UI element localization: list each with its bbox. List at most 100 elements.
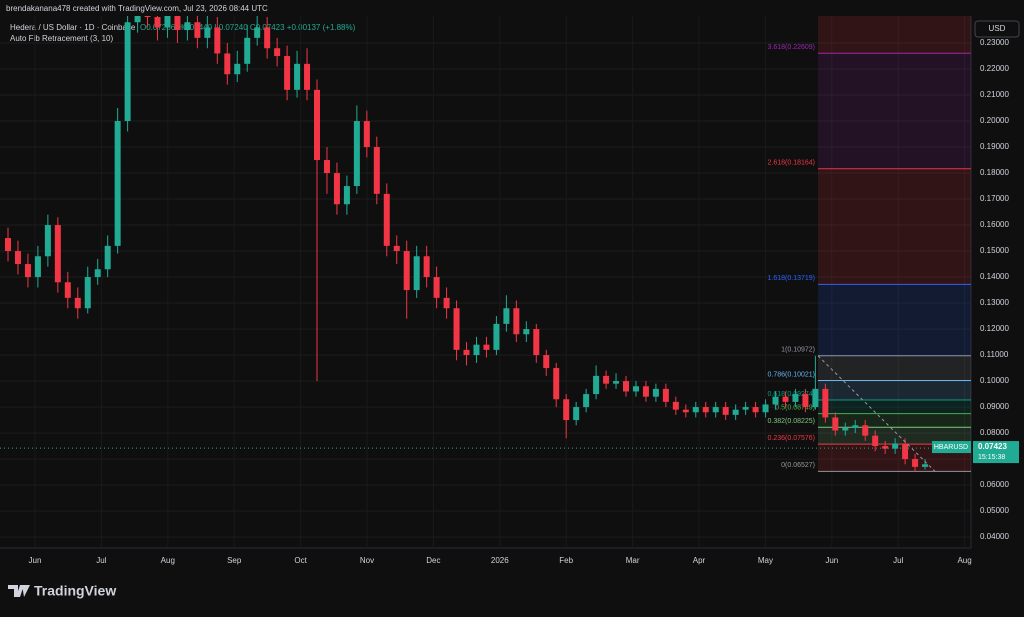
candle-body [712,407,719,413]
candle-body [214,27,221,54]
candle-body [792,394,799,402]
y-tick-label: 0.15000 [980,246,1009,255]
candle-body [274,48,281,57]
x-tick-label: Sep [227,556,242,565]
fib-zone [818,53,971,169]
y-tick-label: 0.19000 [980,142,1009,151]
candle-body [623,381,629,392]
candle-body [453,308,460,350]
candle-body [363,121,370,148]
x-tick-label: Apr [693,556,706,565]
candle-body [403,251,410,291]
candle-body [642,386,649,397]
candle-body [194,22,201,38]
candle-body [413,256,420,291]
y-tick-label: 0.12000 [980,324,1009,333]
x-tick-label: Aug [957,556,971,565]
x-tick-label: Nov [360,556,374,565]
candle-body [134,16,141,23]
currency-box[interactable] [974,20,1020,38]
candle-body [44,225,51,257]
candle-body [762,404,769,413]
candle-body [523,329,530,335]
candle-body [224,53,231,75]
candle-body [323,160,330,174]
candle-body [822,388,829,418]
candle-body [393,245,400,252]
candle-body [872,435,879,447]
x-tick-label: Aug [161,556,175,565]
candle-body [613,381,620,384]
candle-body [632,386,639,392]
candle-body [543,355,550,369]
candle-body [782,396,789,402]
indicator: Auto Fib Retracement (3, 10) [10,34,113,43]
x-tick-label: 2026 [491,556,509,565]
fib-label: 0.786(0.10021) [768,371,815,378]
candle-body [174,16,181,31]
candle-body [652,388,659,397]
candle-body [852,425,859,428]
candle-body [314,89,320,161]
candle-body [662,388,669,402]
candle-body [722,407,729,415]
candle-body [682,409,689,413]
x-tick-label: Jul [893,556,903,565]
candle-body [423,256,430,278]
candle-body [304,63,311,90]
y-tick-label: 0.16000 [980,220,1009,229]
candle-body [74,297,81,309]
candle-body [164,16,171,28]
candle-body [204,27,211,38]
candle-body [124,22,131,122]
fib-label: 0.5(0.08749) [775,404,815,411]
symbol-label: HBARUSD [934,444,968,451]
candle-body [553,368,560,400]
candle-body [433,277,440,298]
y-tick-label: 0.13000 [980,298,1009,307]
candle-body [333,173,340,205]
candle-body [593,375,600,395]
fib-zone [818,427,971,445]
candle-body [752,407,759,413]
candle-body [563,399,570,421]
y-tick-label: 0.22000 [980,64,1009,73]
candle-body [832,417,839,431]
y-tick-label: 0.17000 [980,194,1009,203]
candle-body [493,323,500,350]
fib-zone-top [818,16,971,54]
candle-body [473,344,480,356]
currency[interactable]: USD [989,24,1006,33]
symbol-box [932,441,971,454]
candle-body [84,277,91,309]
candle-body [14,251,21,265]
candle-body [732,409,739,415]
fib-label: 0.618(0.09274) [768,391,815,398]
candle-body [922,464,929,467]
candle-body [264,27,271,49]
last-price-label: 0.07423 [978,442,1007,451]
y-tick-label: 0.21000 [980,90,1009,99]
plot-area: 0(0.06527) 0.236(0.07576) 0.382(0.08225) 0.… [0,16,971,548]
candle-body [573,407,580,421]
candle-body [463,349,470,356]
fib-zone [818,168,971,285]
y-tick-label: 0.23000 [980,38,1009,47]
candle-body [862,425,869,436]
fib-label: 2.618(0.18164) [768,160,815,167]
candle-body [184,22,191,31]
countdown: 15:15:38 [978,454,1005,461]
candle-body [742,407,749,410]
y-tick-label: 0.20000 [980,116,1009,125]
fib-label: 3.618(0.22609) [768,44,815,51]
candle-body [902,443,909,460]
x-tick-label: Mar [626,556,640,565]
candle-body [912,459,919,467]
candle-body [583,394,590,408]
candle-body [284,56,291,90]
x-tick-label: Dec [426,556,440,565]
candle-body [802,394,809,408]
candle-body [692,407,699,413]
candle-body [154,17,161,28]
